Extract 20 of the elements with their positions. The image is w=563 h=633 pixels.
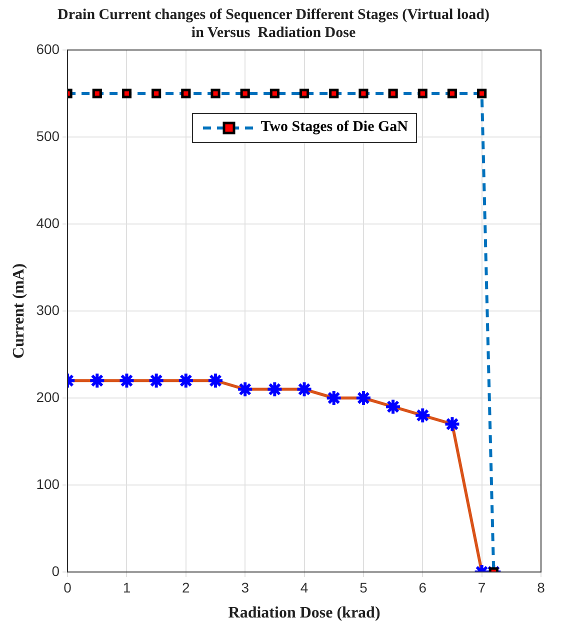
x-tick-label: 7 — [478, 579, 486, 596]
x-tick-label: 5 — [360, 579, 368, 596]
y-tick-label: 600 — [36, 40, 60, 57]
x-tick-label: 4 — [300, 579, 308, 596]
x-tick-label: 1 — [122, 579, 131, 596]
x-tick-label: 0 — [64, 579, 72, 596]
x-tick-label: 8 — [537, 579, 546, 596]
x-tick-label: 2 — [182, 579, 190, 596]
x-axis-title: Radiation Dose (krad) — [228, 604, 380, 622]
chart-title: Drain Current changes of Sequencer Different Stages (Virtual load) in Versus Radiation Dose — [58, 6, 490, 41]
y-tick-label: 400 — [36, 214, 60, 231]
y-tick-label: 500 — [36, 128, 60, 144]
y-axis-title: Current (mA) — [10, 263, 28, 359]
y-tick-label: 200 — [36, 388, 60, 405]
legend-label: Two Stages of Die GaN — [260, 119, 408, 136]
y-tick-label: 100 — [36, 476, 60, 492]
y-tick-label: 0 — [52, 562, 60, 579]
y-tick-label: 300 — [36, 302, 60, 318]
x-tick-label: 6 — [418, 579, 427, 596]
x-tick-label: 3 — [241, 579, 250, 596]
